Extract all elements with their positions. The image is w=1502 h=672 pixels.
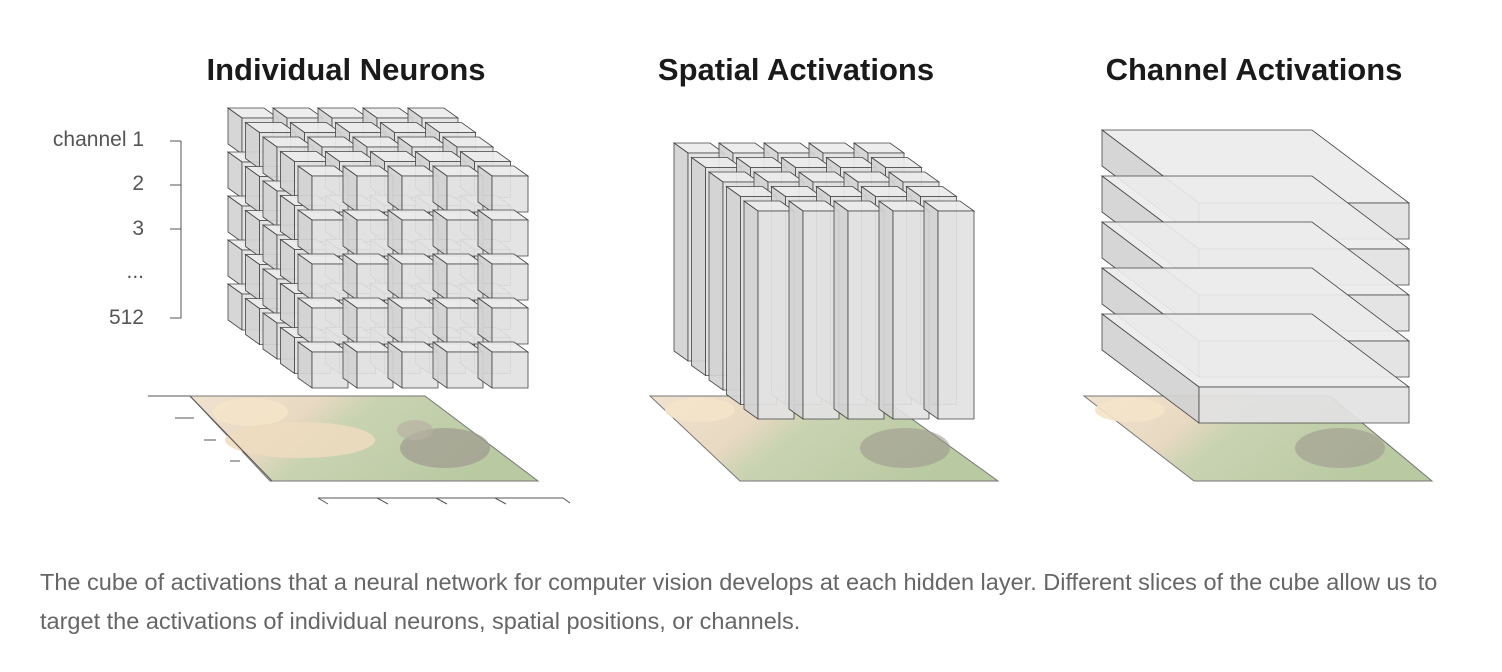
panel-title-spatial-activations: Spatial Activations xyxy=(657,52,935,87)
neuron-cube-front xyxy=(401,351,439,389)
neuron-cube-front xyxy=(491,175,529,213)
channel-axis-label-2: 2 xyxy=(132,172,144,195)
neuron-cube-front xyxy=(311,351,349,389)
spatial-column-front xyxy=(757,210,795,420)
spatial-column-side xyxy=(788,200,804,420)
spatial-column-front xyxy=(937,210,975,420)
spatial-column-front xyxy=(847,210,885,420)
neuron-cube-front xyxy=(356,351,394,389)
spatial-column-side xyxy=(673,142,689,362)
channel-axis-label-ellipsis: ... xyxy=(126,260,144,283)
activation-cube-diagram xyxy=(148,107,1434,505)
spatial-column-side xyxy=(878,200,894,420)
neuron-cube-front xyxy=(491,263,529,301)
panel1-photo-plane xyxy=(188,395,540,482)
channel-slab-stack xyxy=(1100,129,1411,424)
neuron-cube-front xyxy=(491,219,529,257)
neuron-cube-front xyxy=(491,351,529,389)
neuron-cube-front xyxy=(446,351,484,389)
spatial-column-front xyxy=(802,210,840,420)
panel-title-channel-activations: Channel Activations xyxy=(1105,52,1403,87)
panel1-axis-lines xyxy=(148,140,571,505)
channel-axis-label-512: 512 xyxy=(108,306,144,329)
panel-title-individual-neurons: Individual Neurons xyxy=(206,52,486,87)
spatial-column-side xyxy=(833,200,849,420)
neuron-cube-grid xyxy=(226,107,530,389)
channel-axis-label-3: 3 xyxy=(132,217,144,240)
spatial-column-front xyxy=(892,210,930,420)
spatial-column-side xyxy=(708,171,724,391)
neuron-cube-front xyxy=(491,307,529,345)
panel2-photo-plane xyxy=(648,395,1000,482)
spatial-column-side xyxy=(691,156,706,377)
channel-axis-label-1: channel 1 xyxy=(52,128,144,151)
spatial-column-side xyxy=(923,200,939,420)
spatial-column-side xyxy=(743,200,759,420)
figure-caption: The cube of activations that a neural ne… xyxy=(40,569,1438,634)
spatial-column-grid xyxy=(672,142,976,420)
spatial-column-side xyxy=(726,185,741,406)
channel-slab-front xyxy=(1198,386,1410,424)
